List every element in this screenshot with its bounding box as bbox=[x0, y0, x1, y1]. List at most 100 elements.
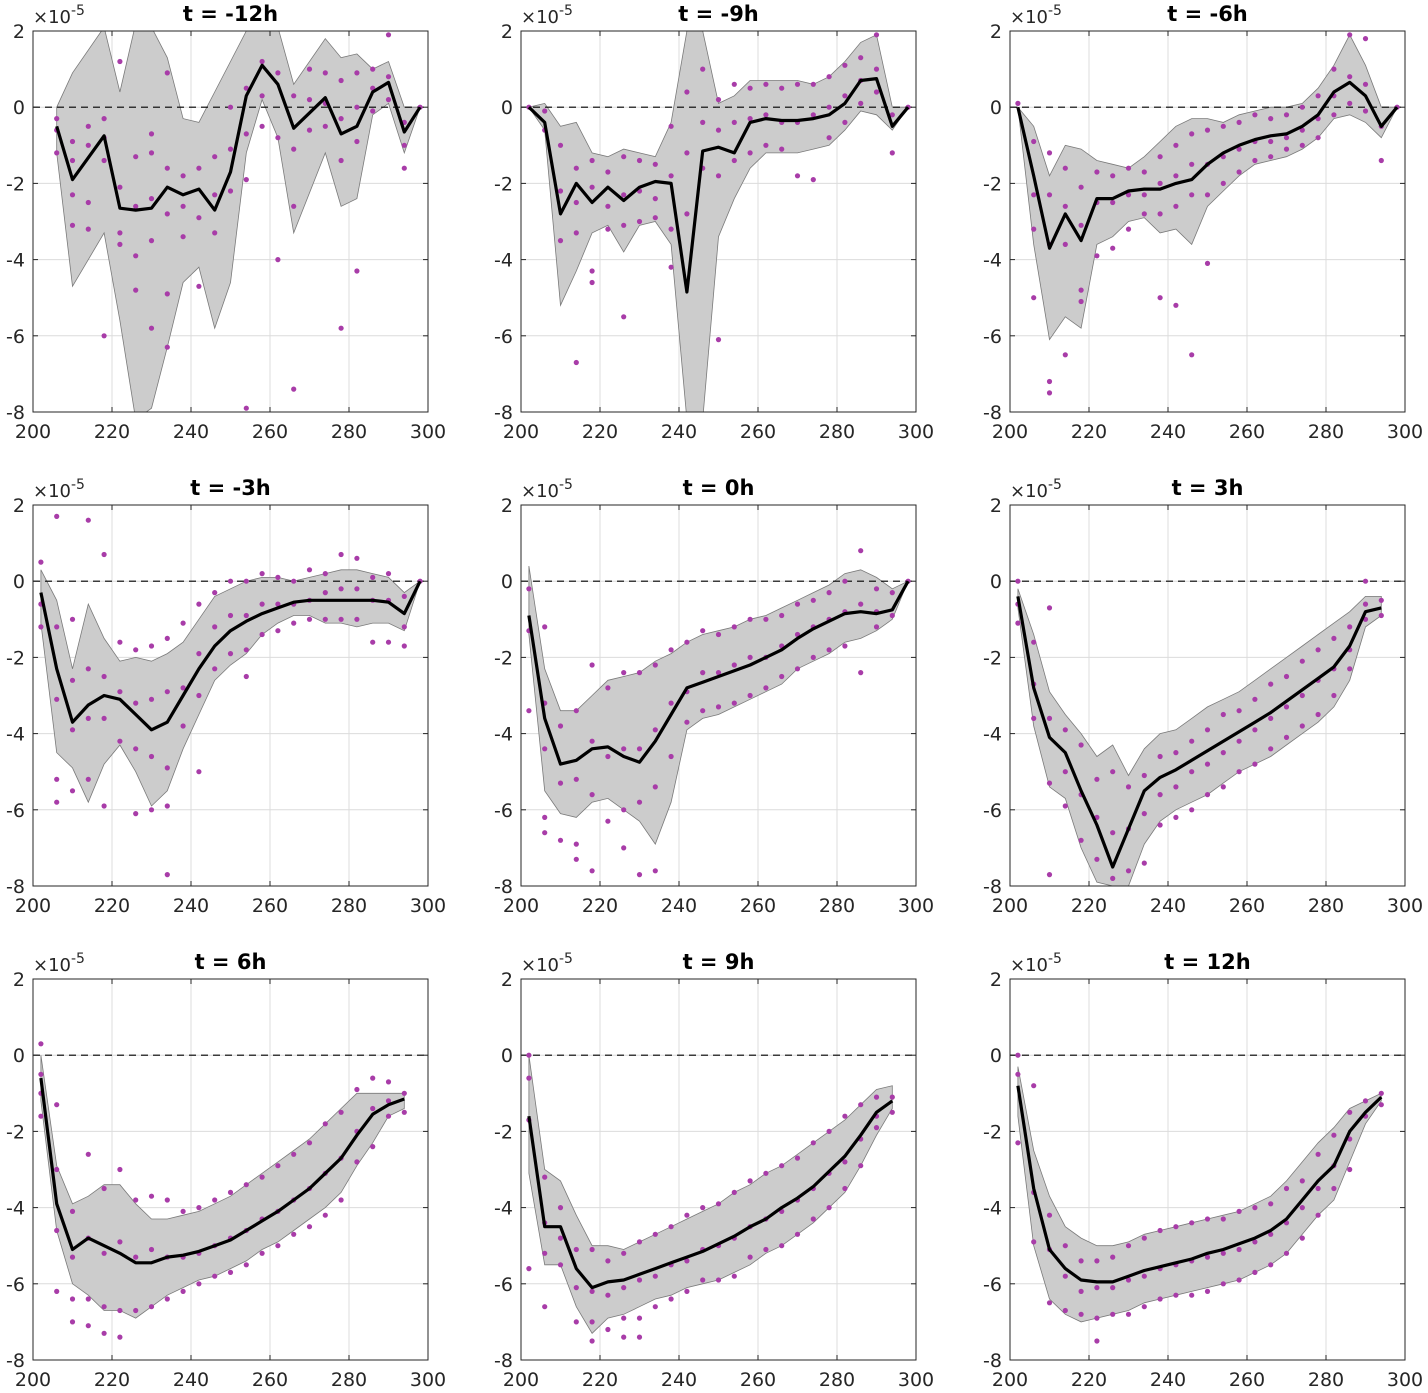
scatter-point bbox=[133, 253, 139, 259]
scatter-point bbox=[291, 146, 297, 152]
scatter-point bbox=[605, 1326, 611, 1333]
scatter-point bbox=[873, 1125, 880, 1131]
scatter-point bbox=[1378, 597, 1384, 603]
scatter-point bbox=[1173, 1292, 1179, 1298]
scatter-point bbox=[652, 662, 658, 668]
scatter-point bbox=[1031, 715, 1037, 722]
x-tick-label: 300 bbox=[1387, 1369, 1423, 1391]
scatter-point bbox=[338, 1109, 344, 1115]
scatter-point bbox=[557, 723, 564, 729]
scatter-point bbox=[54, 1227, 60, 1234]
scatter-point bbox=[1299, 692, 1305, 699]
scatter-point bbox=[621, 314, 627, 320]
scatter-point bbox=[889, 612, 895, 619]
scatter-point bbox=[69, 192, 76, 198]
scatter-point bbox=[779, 612, 785, 619]
scatter-point bbox=[401, 1109, 407, 1115]
scatter-point bbox=[747, 150, 753, 156]
scatter-point bbox=[1378, 157, 1384, 164]
scatter-point bbox=[259, 571, 265, 577]
scatter-point bbox=[180, 723, 186, 729]
y-tick-label: 2 bbox=[13, 21, 25, 43]
scatter-point bbox=[275, 601, 281, 607]
scatter-point bbox=[1331, 66, 1337, 72]
scatter-point bbox=[589, 268, 595, 274]
scatter-point bbox=[621, 807, 627, 813]
scatter-point bbox=[1110, 173, 1116, 179]
scatter-point bbox=[1331, 635, 1337, 642]
scatter-point bbox=[1110, 245, 1116, 251]
scatter-point bbox=[243, 578, 249, 584]
y-tick-label: -6 bbox=[494, 1274, 513, 1296]
scatter-point bbox=[212, 624, 218, 630]
scatter-point bbox=[636, 218, 643, 225]
y-tick-label: -2 bbox=[494, 1121, 513, 1143]
scatter-point bbox=[38, 1041, 44, 1047]
mean-line bbox=[39, 1077, 405, 1265]
y-tick-label: 2 bbox=[990, 21, 1002, 43]
scatter-point bbox=[196, 651, 202, 657]
scatter-point bbox=[1110, 769, 1116, 775]
spread-band bbox=[56, 31, 421, 412]
scatter-point bbox=[1094, 1315, 1100, 1321]
scatter-point bbox=[1331, 1185, 1337, 1192]
x-tick-label: 240 bbox=[173, 421, 209, 443]
scatter-point bbox=[227, 1189, 234, 1195]
scatter-point bbox=[542, 1174, 548, 1180]
x-tick-label: 300 bbox=[898, 1369, 934, 1391]
scatter-point bbox=[794, 601, 801, 607]
scatter-point bbox=[306, 66, 313, 72]
scatter-point bbox=[731, 119, 737, 125]
scatter-point bbox=[731, 1273, 737, 1279]
scatter-point bbox=[1283, 1185, 1290, 1192]
scatter-point bbox=[652, 727, 658, 733]
scatter-point bbox=[275, 1243, 281, 1249]
scatter-point bbox=[1141, 211, 1147, 217]
scatter-point bbox=[1189, 769, 1195, 775]
scatter-point bbox=[652, 1231, 658, 1237]
scatter-point bbox=[842, 578, 848, 584]
scatter-point bbox=[715, 337, 722, 343]
x-tick-label: 200 bbox=[15, 421, 51, 443]
scatter-point bbox=[1141, 811, 1147, 817]
axes-box bbox=[520, 978, 917, 1361]
scatter-point bbox=[1189, 738, 1195, 744]
scatter-point bbox=[1110, 830, 1116, 836]
scatter-point bbox=[1141, 860, 1147, 866]
scatter-point bbox=[652, 1304, 658, 1310]
axes-box bbox=[1009, 978, 1406, 1361]
scatter-point bbox=[1331, 692, 1337, 699]
scatter-point bbox=[889, 1094, 895, 1100]
y-tick-label: -4 bbox=[494, 1198, 513, 1220]
scatter-point bbox=[306, 616, 313, 622]
mean-line bbox=[527, 580, 910, 766]
scatter-point bbox=[605, 226, 611, 232]
scatter-point bbox=[180, 203, 186, 209]
scatter-point bbox=[589, 1288, 595, 1294]
scatter-point bbox=[731, 1189, 737, 1195]
scatter-point bbox=[715, 173, 722, 179]
plot-content bbox=[33, 1041, 428, 1340]
scatter-point bbox=[196, 215, 202, 221]
scatter-point bbox=[873, 586, 880, 592]
scatter-point bbox=[1315, 1151, 1321, 1157]
scatter-point bbox=[38, 1113, 44, 1119]
scatter-point bbox=[715, 97, 722, 103]
scatter-point bbox=[779, 1243, 785, 1249]
scatter-point bbox=[54, 1288, 60, 1294]
scatter-point bbox=[227, 651, 234, 657]
x-tick-label: 220 bbox=[582, 895, 618, 917]
scatter-point bbox=[700, 708, 706, 714]
panel-2: 200 220 240 260 280 300 2 0 -2 -4 -6 -8 ×10-5 t = -9h bbox=[494, 2, 934, 443]
scatter-point bbox=[589, 1338, 595, 1344]
scatter-point bbox=[715, 631, 722, 638]
scatter-point bbox=[1125, 165, 1132, 171]
scatter-point bbox=[858, 601, 864, 607]
mean-line bbox=[39, 580, 422, 732]
scatter-point bbox=[842, 119, 848, 125]
scatter-point bbox=[164, 165, 170, 171]
y-tick-label: 2 bbox=[990, 495, 1002, 517]
mean-line bbox=[55, 63, 422, 212]
y-tick-label: 2 bbox=[990, 969, 1002, 991]
scatter-point bbox=[557, 1205, 564, 1211]
